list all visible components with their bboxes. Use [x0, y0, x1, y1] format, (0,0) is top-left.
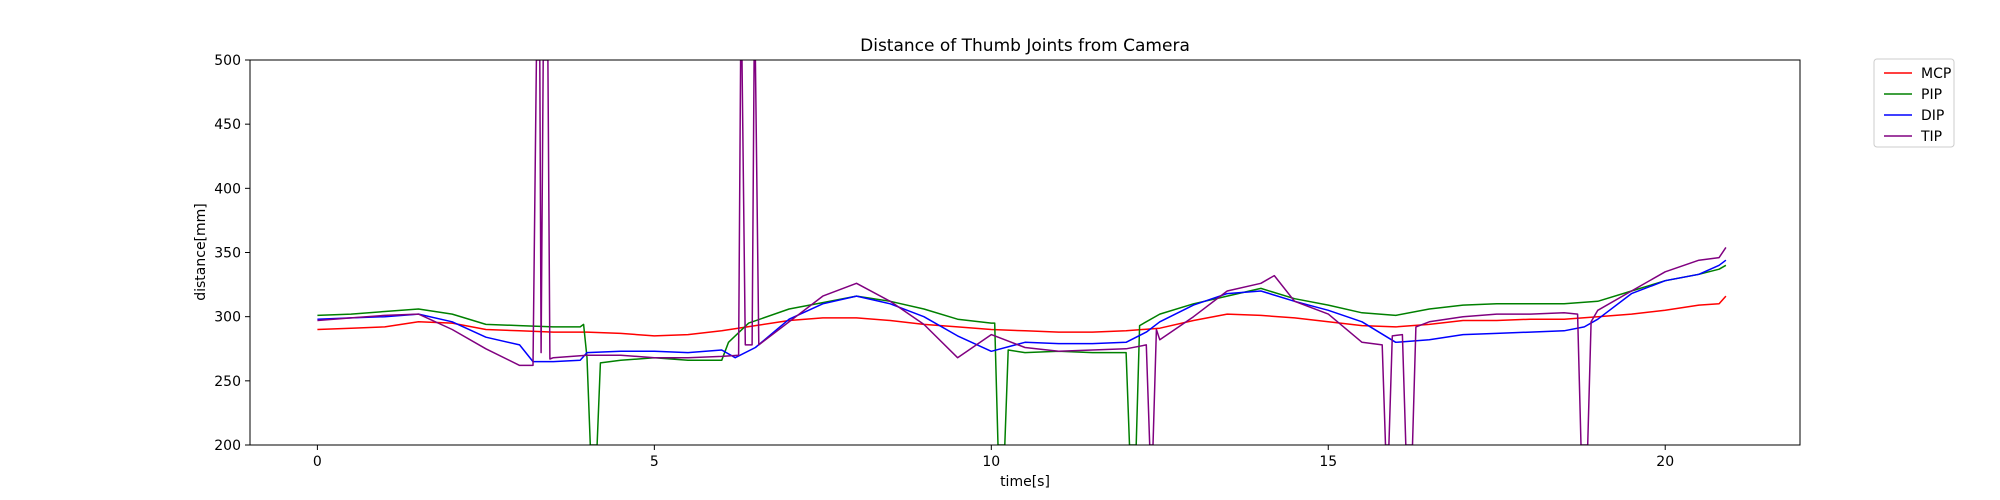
y-tick-label: 300	[214, 310, 241, 326]
y-tick-label: 450	[214, 117, 241, 133]
y-tick-label: 250	[214, 374, 241, 390]
x-tick-label: 5	[650, 454, 659, 470]
y-tick-label: 400	[214, 181, 241, 197]
series-line-tip	[317, 60, 1727, 445]
x-tick-label: 0	[313, 454, 322, 470]
legend-label: PIP	[1921, 87, 1942, 103]
x-tick-label: 15	[1319, 454, 1337, 470]
legend: MCP PIP DIP TIP	[1873, 58, 1955, 148]
chart-title: Distance of Thumb Joints from Camera	[860, 36, 1190, 56]
series-layer	[317, 60, 1727, 445]
y-tick-label: 350	[214, 246, 241, 262]
x-axis: 0 5 10 15 20	[313, 445, 1674, 470]
legend-label: MCP	[1921, 66, 1951, 82]
y-tick-label: 200	[214, 438, 241, 454]
series-line-mcp	[317, 295, 1727, 337]
legend-label: DIP	[1921, 108, 1944, 124]
series-line-pip	[317, 264, 1727, 445]
x-tick-label: 10	[982, 454, 1000, 470]
y-tick-label: 500	[214, 53, 241, 69]
legend-label: TIP	[1920, 129, 1942, 145]
y-axis-label: distance[mm]	[193, 203, 209, 301]
legend-frame	[1873, 58, 1955, 148]
x-axis-label: time[s]	[1000, 474, 1050, 490]
series-line-dip	[317, 259, 1727, 363]
x-tick-label: 20	[1656, 454, 1674, 470]
y-axis: 200 250 300 350 400 450 500	[214, 53, 250, 454]
